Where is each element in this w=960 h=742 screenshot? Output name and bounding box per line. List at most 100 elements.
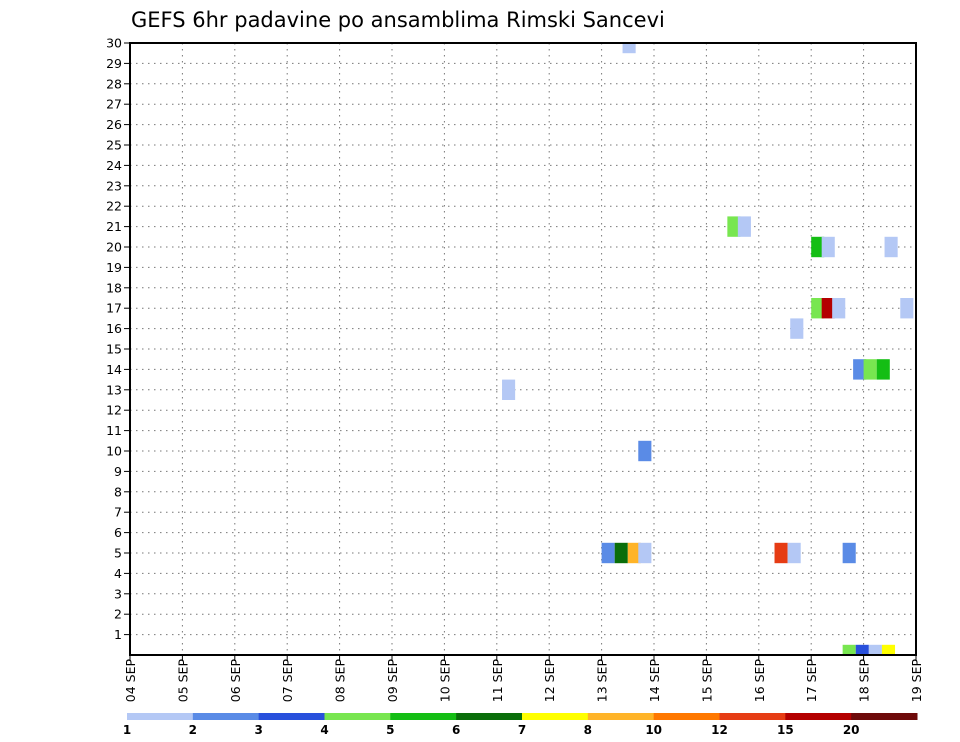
legend-swatch — [324, 713, 391, 720]
precip-cell — [614, 542, 628, 564]
y-tick-label: 16 — [106, 321, 122, 336]
y-tick-label: 23 — [106, 178, 122, 193]
precip-cell — [876, 359, 890, 380]
precip-cell — [622, 43, 636, 54]
legend-swatch — [851, 713, 918, 720]
legend-swatch — [719, 713, 786, 720]
y-tick-label: 11 — [106, 423, 122, 438]
precip-cell — [727, 216, 741, 237]
precip-cell — [790, 318, 804, 339]
x-tick-label: 17 SEP — [804, 659, 819, 703]
legend-swatch — [390, 713, 457, 720]
precip-cell — [774, 542, 788, 564]
y-tick-label: 30 — [106, 36, 122, 51]
grid-layer — [130, 42, 916, 655]
legend-label: 7 — [518, 723, 526, 737]
precip-cell — [821, 298, 835, 319]
y-tick-label: 12 — [106, 403, 122, 418]
legend-swatch — [192, 713, 260, 720]
x-tick-label: 15 SEP — [699, 659, 714, 703]
precip-cell — [863, 359, 877, 380]
x-tick-label: 19 SEP — [909, 659, 924, 703]
x-tick-label: 05 SEP — [175, 659, 190, 703]
precip-cell — [855, 644, 869, 655]
precip-cell — [821, 236, 835, 258]
y-tick-label: 25 — [106, 138, 122, 153]
precip-cell — [638, 542, 652, 564]
legend-label: 20 — [843, 723, 860, 737]
precip-cell — [811, 236, 825, 258]
y-tick-label: 28 — [106, 76, 122, 91]
y-axis: 1234567891011121314151617181920212223242… — [106, 36, 130, 642]
legend-label: 1 — [123, 723, 131, 737]
y-tick-label: 26 — [106, 117, 122, 132]
x-tick-label: 08 SEP — [333, 659, 348, 703]
legend-swatch — [653, 713, 720, 720]
y-tick-label: 27 — [106, 97, 122, 112]
y-tick-label: 13 — [106, 382, 122, 397]
x-tick-label: 13 SEP — [595, 659, 610, 703]
color-legend: 1 2 3 4 5 6 7 8 10 12 15 20 — [123, 713, 918, 737]
legend-label: 4 — [320, 723, 328, 737]
precip-cell — [811, 298, 825, 319]
legend-swatch — [587, 713, 655, 720]
y-tick-label: 4 — [114, 566, 122, 581]
y-tick-label: 21 — [106, 219, 122, 234]
legend-swatch — [785, 713, 852, 720]
precip-cell — [884, 236, 898, 258]
x-tick-label: 18 SEP — [857, 659, 872, 703]
precip-cell — [868, 644, 882, 655]
y-tick-label: 3 — [114, 586, 122, 601]
legend-label: 5 — [386, 723, 394, 737]
precip-cell — [787, 542, 801, 564]
x-tick-label: 09 SEP — [385, 659, 400, 703]
precip-cell — [638, 440, 652, 462]
y-tick-label: 15 — [106, 342, 122, 357]
y-tick-label: 18 — [106, 280, 122, 295]
x-tick-label: 06 SEP — [228, 659, 243, 703]
legend-label: 8 — [584, 723, 592, 737]
precip-cell — [601, 542, 615, 564]
legend-swatch — [258, 713, 325, 720]
y-tick-label: 24 — [106, 158, 122, 173]
y-tick-label: 2 — [114, 607, 122, 622]
x-tick-label: 16 SEP — [752, 659, 767, 703]
y-tick-label: 9 — [114, 464, 122, 479]
legend-label: 3 — [254, 723, 262, 737]
y-tick-label: 6 — [114, 525, 122, 540]
precip-cell — [832, 298, 846, 319]
x-axis: 04 SEP 05 SEP 06 SEP 07 SEP 08 SEP 09 SEP 10 S… — [123, 655, 924, 702]
legend-label: 6 — [452, 723, 460, 737]
y-tick-label: 22 — [106, 199, 122, 214]
x-tick-label: 14 SEP — [647, 659, 662, 703]
y-tick-label: 5 — [114, 546, 122, 561]
precip-cell — [853, 359, 867, 380]
legend-swatch — [127, 713, 194, 720]
x-tick-label: 12 SEP — [542, 659, 557, 703]
x-tick-label: 10 SEP — [437, 659, 452, 703]
x-tick-label: 11 SEP — [490, 659, 505, 703]
legend-label: 12 — [711, 723, 728, 737]
y-tick-label: 19 — [106, 260, 122, 275]
precip-cell — [900, 298, 914, 319]
cells-layer — [502, 43, 914, 655]
precip-cell — [502, 379, 516, 400]
x-tick-label: 04 SEP — [123, 659, 138, 703]
legend-swatch — [456, 713, 523, 720]
y-tick-label: 8 — [114, 484, 122, 499]
y-tick-label: 1 — [114, 627, 122, 642]
precip-cell — [627, 542, 641, 564]
y-tick-label: 17 — [106, 301, 122, 316]
precip-cell — [842, 644, 856, 655]
precip-cell — [842, 542, 856, 564]
y-tick-label: 29 — [106, 56, 122, 71]
legend-label: 15 — [777, 723, 794, 737]
y-tick-label: 20 — [106, 240, 122, 255]
legend-label: 10 — [645, 723, 662, 737]
legend-swatch — [522, 713, 589, 720]
chart-title: GEFS 6hr padavine po ansamblima Rimski S… — [131, 8, 665, 32]
precip-cell — [881, 644, 896, 655]
precip-cell — [737, 216, 751, 237]
legend-label: 2 — [189, 723, 197, 737]
